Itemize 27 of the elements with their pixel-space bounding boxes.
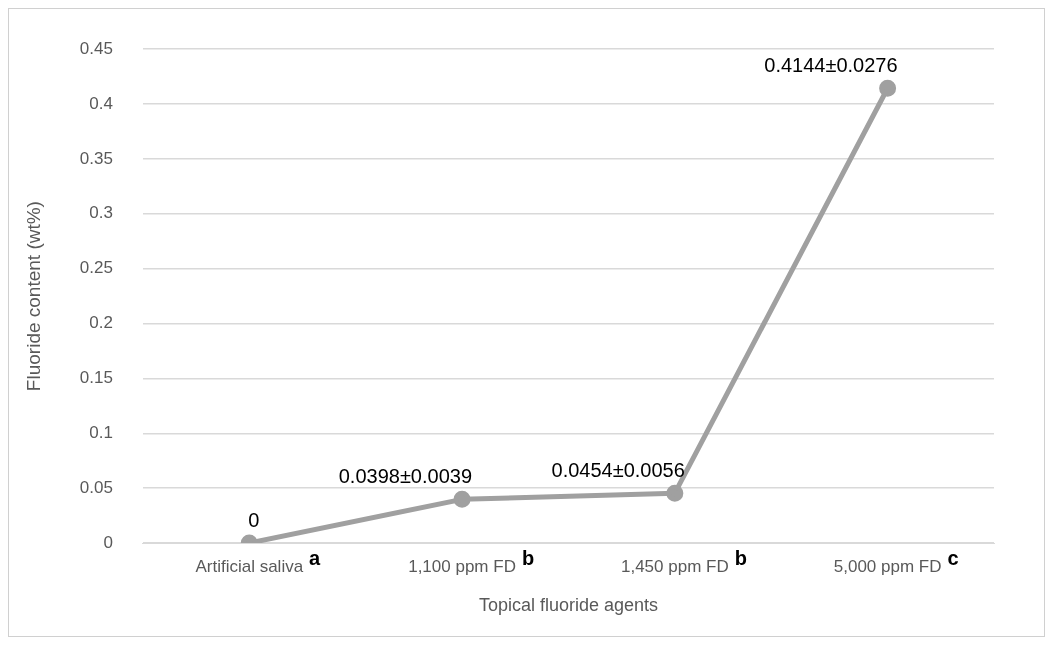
x-tick-label: 5,000 ppm FD <box>833 556 942 576</box>
x-tick-label: Artificial saliva <box>195 556 304 576</box>
y-tick-label: 0.45 <box>79 38 113 58</box>
y-tick-label: 0.3 <box>89 203 113 223</box>
y-tick-label: 0.2 <box>89 313 113 333</box>
y-tick-label: 0 <box>103 532 113 552</box>
x-axis-title: Topical fluoride agents <box>478 595 659 616</box>
data-label: 0.0398±0.0039 <box>338 464 473 487</box>
data-label: 0.4144±0.0276 <box>764 53 898 76</box>
x-tick-label: 1,100 ppm FD <box>408 556 516 576</box>
y-tick-label: 0.35 <box>79 148 113 168</box>
y-tick-label: 0.05 <box>79 477 113 497</box>
point <box>453 490 471 508</box>
y-tick-label: 0.1 <box>89 422 113 442</box>
text: a <box>309 546 322 569</box>
point <box>879 79 897 97</box>
point <box>666 484 684 502</box>
text: b <box>521 546 535 569</box>
y-tick-label: 0.15 <box>79 368 113 388</box>
y-tick-label: 0.25 <box>79 258 113 278</box>
x-tick-label: 1,450 ppm FD <box>620 556 729 576</box>
data-label: 0 <box>248 508 260 531</box>
y-tick-label: 0.4 <box>89 93 113 113</box>
text: c <box>947 546 959 569</box>
data-label: 0.0454±0.0056 <box>551 458 685 481</box>
y-axis-title: Fluoride content (wt%) <box>22 201 44 392</box>
text: b <box>734 546 747 569</box>
